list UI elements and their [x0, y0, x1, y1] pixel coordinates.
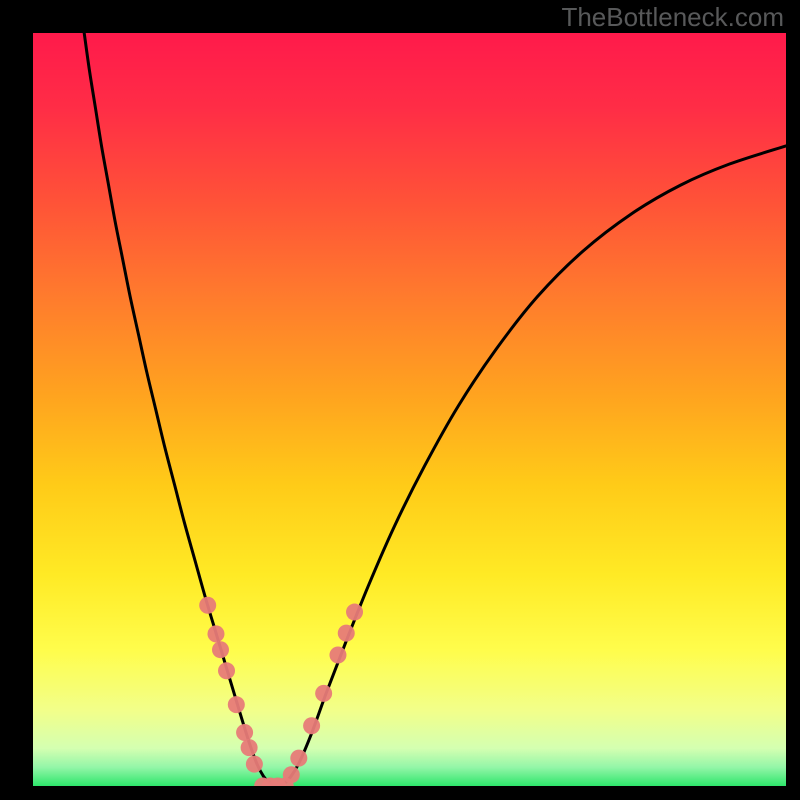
marker-dot	[207, 625, 224, 642]
marker-dot	[199, 597, 216, 614]
marker-dot	[236, 724, 253, 741]
plot-area	[33, 33, 786, 786]
gradient-background	[33, 33, 786, 786]
marker-dot	[329, 646, 346, 663]
marker-dot	[241, 739, 258, 756]
marker-dot	[346, 604, 363, 621]
marker-dot	[218, 662, 235, 679]
marker-dot	[315, 685, 332, 702]
watermark-text: TheBottleneck.com	[561, 2, 784, 33]
chart-svg	[33, 33, 786, 786]
marker-dot	[212, 641, 229, 658]
marker-dot	[283, 766, 300, 783]
marker-dot	[303, 717, 320, 734]
chart-root: TheBottleneck.com	[0, 0, 800, 800]
marker-dot	[228, 696, 245, 713]
marker-dot	[338, 625, 355, 642]
marker-dot	[290, 750, 307, 767]
marker-dot	[246, 756, 263, 773]
